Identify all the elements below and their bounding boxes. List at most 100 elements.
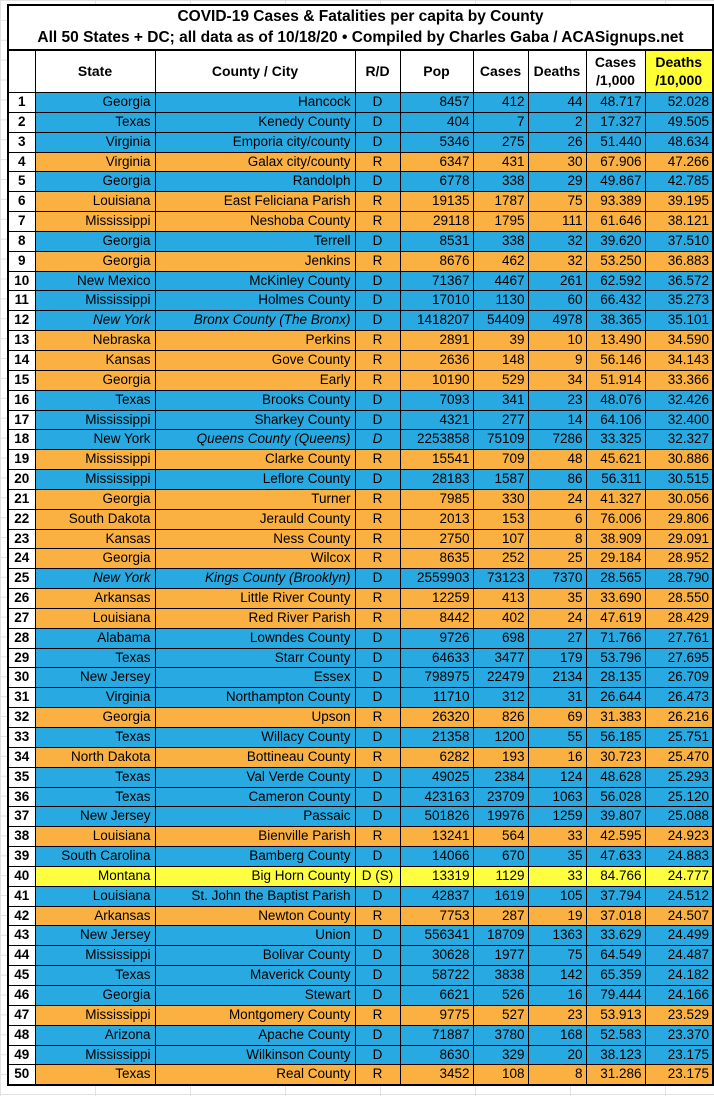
table-row: 25 New York Kings County (Brooklyn) D 255990… <box>7 568 714 590</box>
cell-d10k: 48.634 <box>644 131 714 153</box>
cell-cases: 338 <box>472 171 529 193</box>
cell-county: Newton County <box>154 905 356 927</box>
cell-n: 7 <box>7 211 36 232</box>
cell-cases: 670 <box>472 846 529 867</box>
cell-d10k: 36.572 <box>644 270 714 292</box>
cell-d10k: 28.790 <box>644 568 714 590</box>
cell-cases: 54409 <box>472 310 529 332</box>
cell-cases: 18709 <box>472 925 529 947</box>
table-row: 32 Georgia Upson R 26320 826 69 31.383 26.216 <box>7 707 714 728</box>
cell-cases: 23709 <box>472 786 529 808</box>
cell-state: North Dakota <box>34 746 156 768</box>
cell-d10k: 25.088 <box>644 806 714 828</box>
cell-rd: D <box>354 627 401 649</box>
cell-d10k: 35.101 <box>644 310 714 332</box>
cell-county: Starr County <box>154 647 356 669</box>
cell-rd: D <box>354 310 401 332</box>
cell-cases: 277 <box>472 409 529 431</box>
cell-rd: R <box>354 211 401 232</box>
cell-deaths: 19 <box>527 905 587 927</box>
cell-rd: D <box>354 806 401 828</box>
table-row: 41 Louisiana St. John the Baptist Parish D 4… <box>7 885 714 907</box>
header-deaths: Deaths <box>527 49 587 93</box>
cell-pop: 29118 <box>399 211 474 232</box>
cell-d10k: 34.590 <box>644 330 714 351</box>
cell-rd: R <box>354 548 401 570</box>
cell-n: 43 <box>7 925 36 947</box>
cell-pop: 6347 <box>399 151 474 173</box>
cell-d10k: 23.175 <box>644 1064 714 1086</box>
cell-county: Ness County <box>154 528 356 550</box>
cell-n: 17 <box>7 409 36 431</box>
cell-d10k: 30.056 <box>644 488 714 510</box>
cell-state: Mississippi <box>34 290 156 312</box>
cell-rd: D <box>354 429 401 451</box>
cell-cases: 22479 <box>472 667 529 689</box>
header-rd: R/D <box>354 49 401 93</box>
cell-deaths: 111 <box>527 211 587 232</box>
cell-cases: 108 <box>472 1064 529 1086</box>
cell-c1k: 56.028 <box>585 786 646 808</box>
cell-n: 15 <box>7 369 36 391</box>
cell-pop: 10190 <box>399 369 474 391</box>
cell-pop: 1418207 <box>399 310 474 332</box>
cell-cases: 4467 <box>472 270 529 292</box>
table-row: 9 Georgia Jenkins R 8676 462 32 53.250 36.883 <box>7 250 714 272</box>
table-row: 39 South Carolina Bamberg County D 14066 670 3… <box>7 846 714 867</box>
cell-deaths: 34 <box>527 369 587 391</box>
cell-county: East Feliciana Parish <box>154 191 356 213</box>
cell-d10k: 28.429 <box>644 607 714 629</box>
table-row: 21 Georgia Turner R 7985 330 24 41.327 30.056 <box>7 488 714 510</box>
cell-pop: 64633 <box>399 647 474 669</box>
cell-deaths: 35 <box>527 588 587 609</box>
cell-pop: 8676 <box>399 250 474 272</box>
cell-pop: 42837 <box>399 885 474 907</box>
cell-county: Kings County (Brooklyn) <box>154 568 356 590</box>
cell-cases: 527 <box>472 1004 529 1026</box>
cell-county: Brooks County <box>154 389 356 411</box>
title-block: COVID-19 Cases & Fatalities per capita b… <box>7 4 714 51</box>
cell-n: 9 <box>7 250 36 272</box>
cell-d10k: 39.195 <box>644 191 714 213</box>
cell-d10k: 26.473 <box>644 687 714 709</box>
cell-deaths: 8 <box>527 1064 587 1086</box>
cell-d10k: 27.695 <box>644 647 714 669</box>
cell-rd: D <box>354 687 401 709</box>
cell-c1k: 48.717 <box>585 92 646 113</box>
cell-rd: D <box>354 290 401 312</box>
cell-rd: D <box>354 885 401 907</box>
table-row: 44 Mississippi Bolivar County D 30628 1977 75 6… <box>7 945 714 967</box>
cell-n: 23 <box>7 528 36 550</box>
cell-n: 24 <box>7 548 36 570</box>
cell-c1k: 47.619 <box>585 607 646 629</box>
cell-state: Arkansas <box>34 905 156 927</box>
cell-n: 3 <box>7 131 36 153</box>
cell-pop: 2253858 <box>399 429 474 451</box>
cell-c1k: 52.583 <box>585 1024 646 1046</box>
cell-deaths: 48 <box>527 449 587 471</box>
table-row: 14 Kansas Gove County R 2636 148 9 56.146 34.143 <box>7 349 714 371</box>
cell-rd: D <box>354 965 401 986</box>
cell-rd: D <box>354 945 401 967</box>
cell-county: Turner <box>154 488 356 510</box>
table-row: 43 New Jersey Union D 556341 18709 1363 33.629 2… <box>7 925 714 947</box>
cell-n: 49 <box>7 1044 36 1066</box>
cell-rd: D <box>354 111 401 133</box>
cell-d10k: 24.883 <box>644 846 714 867</box>
cell-county: Bolivar County <box>154 945 356 967</box>
cell-d10k: 24.182 <box>644 965 714 986</box>
cell-cases: 526 <box>472 984 529 1006</box>
cell-deaths: 6 <box>527 508 587 530</box>
cell-d10k: 32.426 <box>644 389 714 411</box>
cell-state: Mississippi <box>34 469 156 490</box>
cell-c1k: 93.389 <box>585 191 646 213</box>
cell-n: 37 <box>7 806 36 828</box>
cell-cases: 1619 <box>472 885 529 907</box>
cell-n: 29 <box>7 647 36 669</box>
cell-cases: 3477 <box>472 647 529 669</box>
cell-n: 22 <box>7 508 36 530</box>
cell-cases: 73123 <box>472 568 529 590</box>
cell-n: 42 <box>7 905 36 927</box>
cell-deaths: 23 <box>527 1004 587 1026</box>
cell-deaths: 33 <box>527 826 587 848</box>
